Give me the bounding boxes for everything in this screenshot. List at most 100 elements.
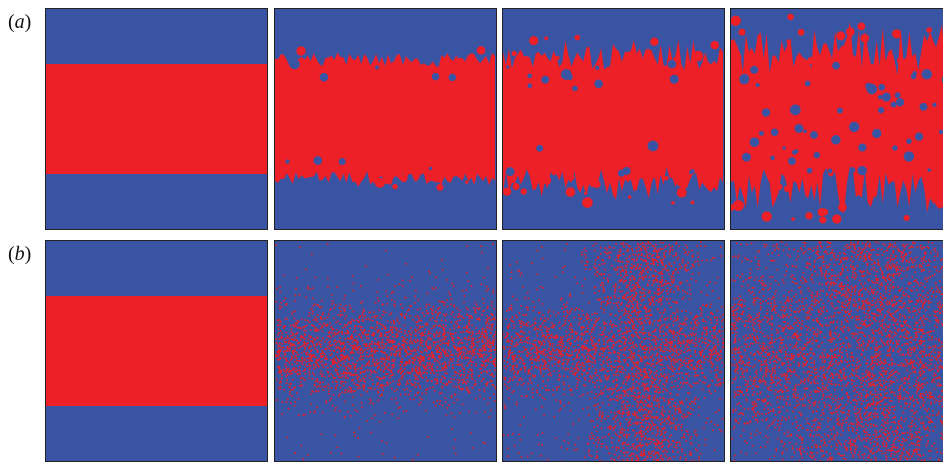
red-island [676,176,687,187]
red-island [797,28,805,36]
blue-hole [865,82,873,90]
blue-hole [319,72,329,82]
blue-hole [285,159,290,164]
panel-b-3-image [503,241,724,461]
red-island [773,190,778,196]
blue-hole [690,169,695,174]
blue-hole [667,59,677,69]
row-label-b-close: ) [24,243,32,265]
red-island [574,34,581,41]
red-island [455,57,466,68]
panel-b-2 [274,240,497,462]
red-island [935,198,943,208]
red-island [848,34,853,38]
row-label-b-open: ( [8,243,15,265]
blue-hole [806,167,813,174]
red-island [468,53,476,60]
red-island [776,183,783,191]
blue-hole [921,69,932,80]
panel-b-4-image [731,241,943,461]
red-island [741,191,746,195]
red-island [733,52,742,62]
red-island [676,187,687,198]
panel-a-4 [730,8,943,230]
blue-hole [878,83,886,91]
blue-hole [890,101,897,108]
red-island [555,55,560,60]
blue-hole [894,92,901,99]
red-island [892,29,902,39]
red-island [392,183,398,190]
blue-hole [448,73,457,82]
red-island [465,180,469,184]
blue-hole [827,168,833,174]
panel-b-4 [730,240,943,462]
red-island [738,28,746,36]
row-label-b-letter: b [14,243,25,265]
blue-hole [647,140,659,152]
panel-b-3 [502,240,725,462]
row-label-a-open: ( [8,11,15,33]
red-island [805,212,813,220]
blue-hole [919,102,928,111]
red-speckles [503,241,724,461]
blue-hole [761,108,771,117]
blue-hole [906,138,912,144]
red-island [732,200,744,211]
blue-hole [836,107,843,114]
red-island [807,182,811,187]
blue-hole [313,156,323,165]
blue-hole [572,85,578,92]
panel-a-1-image [46,9,267,229]
red-island [761,211,772,222]
red-island [512,183,520,190]
panel-a-4-image [731,9,943,229]
panel-a-1 [45,8,268,230]
red-island [838,202,847,212]
red-island [896,57,904,64]
red-island [832,214,842,224]
red-island [529,36,539,46]
red-island [786,39,792,45]
red-rough-band [731,21,943,214]
red-island [836,31,846,41]
red-island [819,216,827,224]
blue-hole [849,121,860,133]
red-island [544,36,549,41]
blue-hole [832,61,840,70]
red-island [857,22,866,31]
red-island [860,33,870,43]
blue-hole [527,83,533,88]
panel-b-2-image [275,241,496,461]
red-island [296,46,306,56]
blue-hole [782,146,786,150]
blue-hole [789,104,801,116]
panel-b-1 [45,240,268,462]
blue-hole [794,149,799,153]
red-island [567,173,575,181]
blue-hole [338,158,346,165]
blue-hole [932,102,937,107]
red-island [543,176,552,185]
blue-hole [810,131,818,139]
red-island [784,185,791,193]
panel-b-1-image [46,241,267,461]
blue-hole [750,65,759,74]
red-rough-band [275,52,496,187]
red-island [690,200,695,205]
red-island [582,197,593,208]
panel-a-2 [274,8,497,230]
blue-hole [872,128,882,139]
blue-hole [505,167,515,177]
red-island [505,190,510,195]
blue-hole [850,167,856,173]
blue-hole [803,129,807,134]
blue-hole [770,155,775,161]
blue-hole [877,95,883,100]
red-island [511,50,517,57]
blue-hole [566,74,573,81]
blue-hole [787,157,796,166]
blue-hole [858,143,867,152]
red-island [845,27,855,37]
red-island [791,217,795,221]
